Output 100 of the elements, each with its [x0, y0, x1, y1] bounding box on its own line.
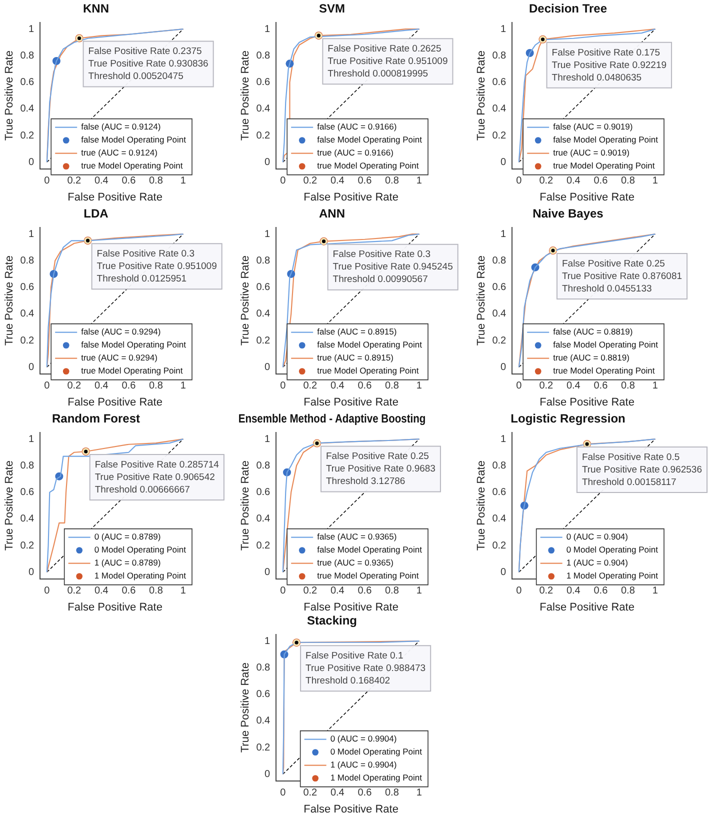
legend-label: 1 Model Operating Point: [566, 570, 659, 581]
x-tick-label: 0.6: [122, 586, 136, 597]
x-tick-label: 0.4: [330, 788, 345, 799]
x-tick-label: 0.6: [594, 586, 608, 597]
y-tick-label: 0.6: [20, 487, 35, 498]
x-tick-label: 0.4: [94, 176, 109, 187]
legend-label: 0 Model Operating Point: [330, 746, 423, 757]
y-tick-label: 0: [500, 362, 507, 373]
x-axis-title: False Positive Rate: [68, 601, 162, 614]
x-tick-label: 1: [416, 586, 422, 597]
y-tick-label: 0: [28, 156, 35, 168]
annotation: Threshold 0.168402: [306, 675, 390, 686]
legend-label: false (AUC = 0.9124): [81, 122, 161, 132]
legend-label: true Model Operating Point: [317, 160, 420, 171]
legend-label: false (AUC = 0.9166): [317, 122, 397, 132]
y-tick-label: 0.6: [256, 77, 271, 88]
annotation: True Positive Rate 0.962536: [582, 464, 702, 476]
x-tick-label: 0.2: [67, 380, 82, 392]
y-tick-label: 0.6: [20, 77, 35, 88]
y-tick-label: 1: [28, 24, 35, 35]
x-tick-label: 0: [516, 586, 522, 597]
annotation: False Positive Rate 0.2625: [328, 43, 442, 54]
annotation: True Positive Rate 0.9683: [326, 464, 436, 475]
x-tick-label: 0: [516, 380, 522, 392]
y-tick-label: 1: [28, 228, 35, 240]
x-tick-label: 0.4: [330, 380, 345, 392]
x-tick-label: 0.6: [594, 176, 608, 187]
annotation: False Positive Rate 0.25: [326, 451, 429, 462]
x-axis-title: False Positive Rate: [540, 191, 634, 204]
legend-label: false (AUC = 0.9019): [553, 122, 633, 132]
x-tick-label: 0.6: [122, 176, 136, 187]
y-tick-label: 0.6: [492, 77, 507, 88]
y-tick-label: 0.6: [20, 282, 35, 294]
x-tick-label: 0.2: [67, 586, 82, 597]
x-tick-label: 0.8: [620, 176, 636, 187]
legend-label: false Model Operating Point: [81, 340, 187, 350]
x-tick-label: 0.2: [67, 176, 82, 187]
chart-title: ANN: [319, 206, 345, 221]
y-tick-label: 0.2: [492, 540, 507, 552]
annotation: Threshold 0.00520475: [88, 71, 184, 82]
y-tick-label: 1: [264, 434, 271, 445]
annotation: Threshold 0.0125951: [96, 273, 187, 284]
annotation: False Positive Rate 0.25: [562, 258, 665, 270]
legend-label: false Model Operating Point: [553, 134, 659, 145]
y-tick-label: 0.2: [20, 130, 35, 142]
y-tick-label: 0: [264, 566, 271, 578]
legend-label: 1 Model Operating Point: [330, 772, 423, 783]
annotation: False Positive Rate 0.2375: [88, 46, 202, 58]
legend-label: true Model Operating Point: [553, 366, 656, 376]
annotation: True Positive Rate 0.906542: [94, 472, 215, 483]
y-tick-label: 1: [500, 228, 507, 240]
y-axis-title: True Positive Rate: [240, 460, 252, 551]
annotation: True Positive Rate 0.988473: [306, 662, 426, 674]
y-axis-title: True Positive Rate: [240, 50, 252, 141]
x-tick-label: 1: [652, 380, 658, 392]
x-tick-label: 0.4: [566, 380, 581, 392]
legend-label: 1 Model Operating Point: [94, 570, 187, 581]
x-tick-label: 0.4: [330, 176, 345, 187]
y-tick-label: 0.4: [492, 308, 507, 320]
legend-label: true (AUC = 0.9294): [81, 352, 158, 363]
annotation: True Positive Rate 0.951009: [328, 56, 448, 67]
y-tick-label: 0: [264, 156, 271, 168]
x-tick-label: 0.2: [539, 380, 554, 392]
x-axis-title: False Positive Rate: [304, 803, 398, 816]
x-tick-label: 0.8: [148, 380, 164, 392]
y-axis-title: True Positive Rate: [4, 50, 16, 141]
y-axis-title: True Positive Rate: [240, 662, 252, 753]
y-tick-label: 0.2: [256, 130, 271, 142]
x-tick-label: 0: [44, 176, 50, 187]
y-tick-label: 0.4: [256, 104, 271, 115]
y-tick-label: 0: [28, 566, 35, 578]
y-tick-label: 0: [28, 362, 35, 373]
y-tick-label: 0.2: [492, 130, 507, 142]
x-tick-label: 1: [416, 176, 422, 187]
chart-title: LDA: [84, 206, 109, 221]
legend-label: true (AUC = 0.9124): [81, 148, 158, 158]
x-tick-label: 0.2: [303, 586, 318, 597]
annotation: Threshold 0.000819995: [328, 68, 428, 80]
y-axis-title: True Positive Rate: [476, 50, 488, 141]
legend-label: false Model Operating Point: [553, 340, 659, 350]
x-tick-label: 0.2: [303, 788, 318, 799]
y-tick-label: 0.8: [492, 255, 507, 266]
y-tick-label: 0.2: [20, 540, 35, 552]
legend-label: false (AUC = 0.9294): [81, 326, 161, 337]
chart-title: Logistic Regression: [510, 412, 626, 426]
y-tick-label: 0.8: [256, 255, 271, 266]
x-tick-label: 1: [180, 380, 186, 392]
x-tick-label: 0.2: [303, 176, 318, 187]
x-axis-title: False Positive Rate: [304, 601, 398, 614]
x-tick-label: 0: [516, 176, 522, 187]
annotation: False Positive Rate 0.5: [582, 452, 680, 463]
y-tick-label: 0.2: [256, 335, 271, 346]
y-tick-label: 0.4: [20, 104, 35, 115]
legend-label: true Model Operating Point: [317, 570, 420, 581]
chart-title: Random Forest: [52, 412, 140, 426]
chart-title: Naive Bayes: [532, 206, 604, 221]
legend-label: true (AUC = 0.8819): [553, 352, 630, 363]
legend-label: false Model Operating Point: [317, 340, 423, 350]
y-tick-label: 0: [500, 156, 507, 168]
annotation: Threshold 0.0455133: [562, 283, 652, 294]
